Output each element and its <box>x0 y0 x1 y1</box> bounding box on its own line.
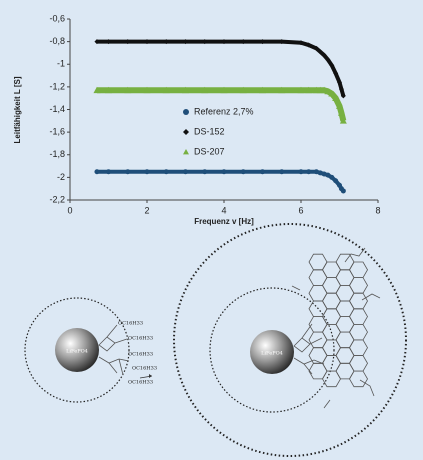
y-tick-label: -1,6 <box>49 127 65 137</box>
marker <box>260 169 265 174</box>
marker <box>329 175 334 180</box>
polyaromatic <box>292 248 380 408</box>
chain-label: OC16H33 <box>118 321 143 327</box>
marker <box>279 169 284 174</box>
y-axis-label: Leitfähigkeit L [S] <box>13 76 22 143</box>
chain-label: OC16H33 <box>132 366 157 372</box>
legend-label: Referenz 2,7% <box>194 106 254 116</box>
y-tick-label: -2 <box>57 172 65 182</box>
y-tick-label: -1,8 <box>49 149 65 159</box>
ligand-right <box>294 324 324 374</box>
side-chain <box>292 248 380 408</box>
marker <box>106 169 111 174</box>
chain-label: OC16H33 <box>128 380 153 386</box>
marker <box>299 169 304 174</box>
ring <box>350 278 368 294</box>
chain-label: OC16H33 <box>128 352 153 358</box>
y-tick-label: -1,4 <box>49 104 65 114</box>
y-tick-label: -1 <box>57 59 65 69</box>
ring <box>350 293 368 309</box>
y-tick-label: -0,8 <box>49 36 65 46</box>
legend-marker <box>183 149 189 154</box>
ring <box>350 356 368 372</box>
marker <box>222 169 227 174</box>
y-tick-label: -1,2 <box>49 81 65 91</box>
marker <box>183 169 188 174</box>
legend-label: DS-207 <box>194 146 225 156</box>
marker <box>125 169 130 174</box>
marker <box>341 188 346 193</box>
x-tick-label: 0 <box>67 205 72 215</box>
ring <box>350 371 368 387</box>
y-tick-label: -0,6 <box>49 13 65 23</box>
x-axis-label: Frequenz v [Hz] <box>194 217 254 226</box>
ring <box>350 309 368 325</box>
core-label: LiFePO4 <box>261 351 283 357</box>
marker <box>306 169 311 174</box>
legend-marker <box>183 129 189 135</box>
page: {"chart_data": {"type": "line", "x_label… <box>0 0 423 460</box>
diagram: LiFePO4 LiFePO4 OC16H33 OC16H33 OC16H33 OC1… <box>25 224 406 456</box>
figure: Leitfähigkeit L [S] Frequenz v [Hz] LiFe… <box>0 0 423 460</box>
marker <box>241 169 246 174</box>
ligand-left <box>99 325 129 375</box>
marker <box>202 169 207 174</box>
ring <box>350 324 368 340</box>
legend-label: DS-152 <box>194 126 225 136</box>
x-tick-label: 6 <box>298 205 303 215</box>
marker <box>164 169 169 174</box>
arrow-head <box>149 374 152 378</box>
x-tick-label: 2 <box>144 205 149 215</box>
ring <box>350 262 368 278</box>
chain-label: OC16H33 <box>128 336 153 342</box>
marker <box>333 178 338 183</box>
legend-marker <box>183 109 189 115</box>
marker <box>145 169 150 174</box>
y-tick-label: -2,2 <box>49 194 65 204</box>
x-tick-label: 8 <box>375 205 380 215</box>
core-label: LiFePO4 <box>66 349 88 355</box>
ring <box>350 340 368 356</box>
series-line <box>97 172 343 191</box>
marker <box>94 169 99 174</box>
x-tick-label: 4 <box>221 205 226 215</box>
